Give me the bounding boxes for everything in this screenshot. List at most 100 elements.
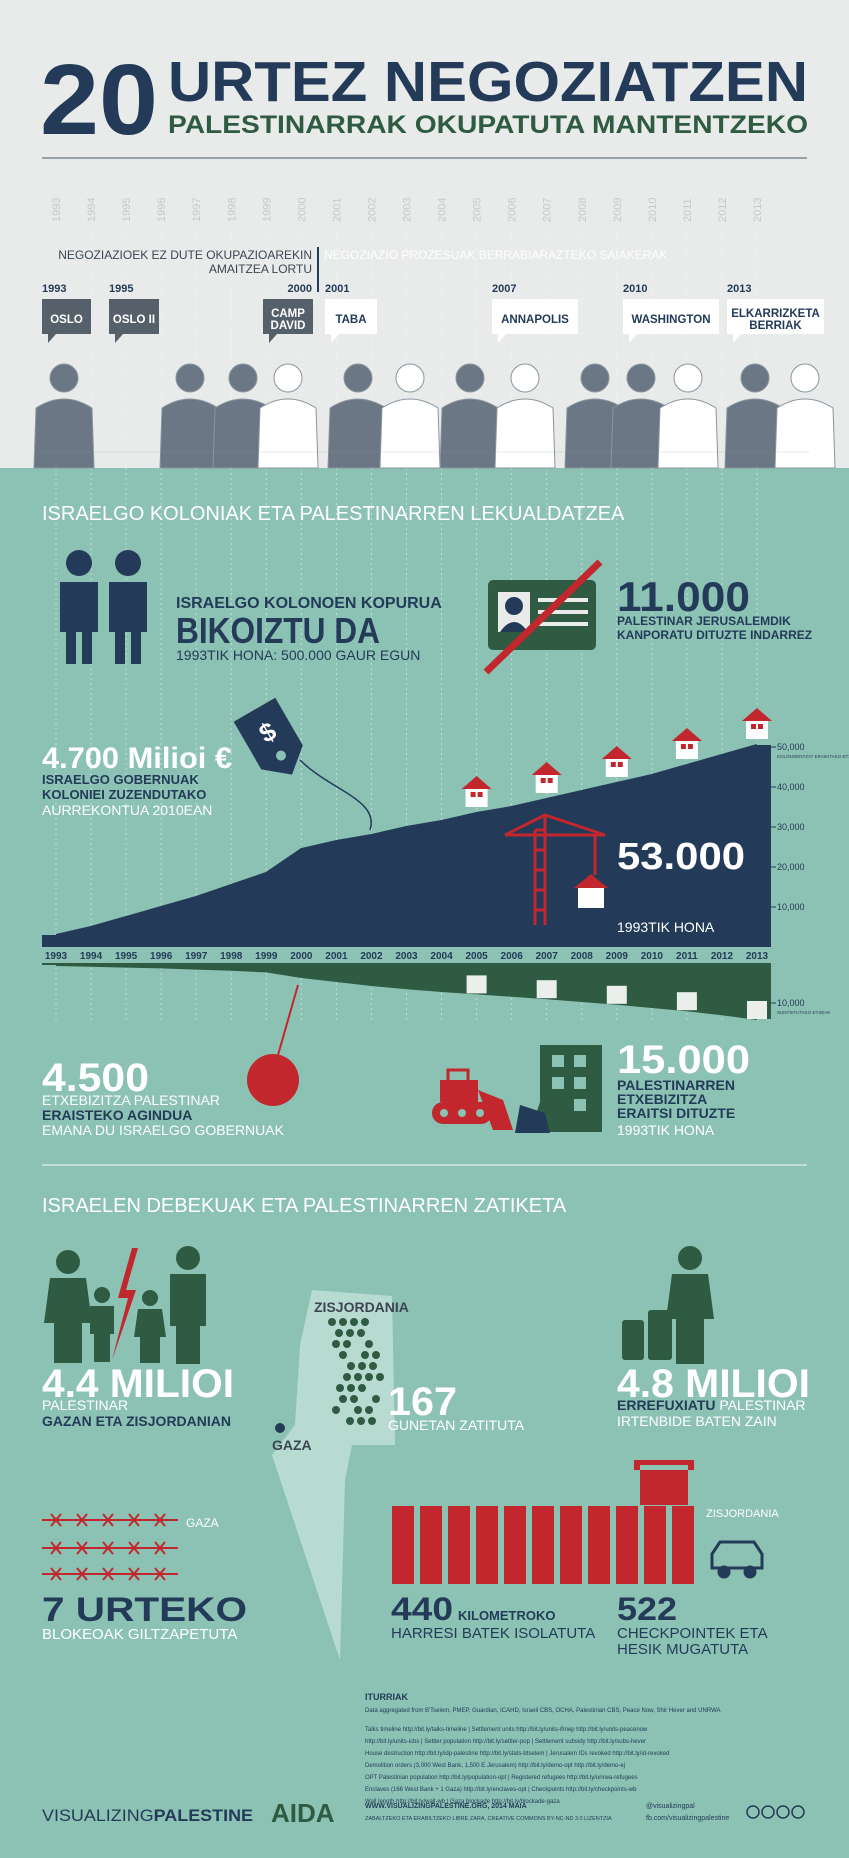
stat-note: EMANA DU ISRAELGO GOBERNUAK bbox=[42, 1122, 285, 1138]
stat-note: 1993TIK HONA bbox=[617, 1122, 715, 1138]
event-label: OSLO II bbox=[113, 314, 155, 326]
event-year: 2001 bbox=[325, 283, 349, 295]
header-subtitle: PALESTINARRAK OKUPATUTA MANTENTZEKO bbox=[168, 111, 808, 139]
event-bubble bbox=[263, 299, 313, 343]
x-tick-label: 1998 bbox=[220, 951, 243, 962]
x-tick-label: 2012 bbox=[711, 951, 734, 962]
figure-head bbox=[580, 363, 610, 393]
x-tick-label: 1999 bbox=[255, 951, 278, 962]
bulldozer-icon bbox=[432, 1068, 513, 1130]
license-icons bbox=[746, 1805, 760, 1819]
price-tag-icon: $ bbox=[233, 697, 303, 775]
section-heading: ISRAELGO KOLONIAK ETA PALESTINARREN LEKU… bbox=[42, 503, 625, 525]
year-band bbox=[42, 947, 771, 963]
figure-head bbox=[455, 363, 485, 393]
figure-body bbox=[257, 398, 319, 469]
wall-panel bbox=[476, 1506, 498, 1584]
event-label: CAMP bbox=[271, 308, 305, 320]
bulldozer-icon bbox=[478, 1090, 513, 1130]
timeline-year: 2000 bbox=[296, 198, 308, 222]
figure-head bbox=[626, 363, 656, 393]
twitter: @visualizingpal bbox=[646, 1803, 695, 1810]
barbed-wire-icon bbox=[42, 1513, 178, 1581]
event-year: 2010 bbox=[623, 283, 647, 295]
enclave-dot bbox=[339, 1318, 347, 1326]
enclave-dot bbox=[365, 1406, 373, 1414]
caption-left: NEGOZIAZIOEK EZ DUTE OKUPAZIOAREKIN bbox=[58, 248, 312, 262]
ruined-building-icon bbox=[552, 1077, 564, 1089]
stat-label: KANPORATU DITUZTE INDARREZ bbox=[617, 628, 812, 642]
stat-note: PALESTINAR bbox=[42, 1397, 128, 1413]
enclave-dot bbox=[365, 1373, 373, 1381]
enclave-dot bbox=[335, 1329, 343, 1337]
event-label: ELKARRIZKETA bbox=[731, 308, 820, 320]
figure-head bbox=[273, 363, 303, 393]
timeline-year: 2013 bbox=[752, 198, 764, 222]
house-window bbox=[680, 744, 686, 749]
figure-head bbox=[228, 363, 258, 393]
source-line: Talks timeline http://bit.ly/talks-timel… bbox=[365, 1727, 648, 1733]
wire-barb bbox=[154, 1567, 166, 1581]
crane-icon bbox=[535, 848, 545, 912]
family-icons bbox=[94, 1287, 110, 1303]
facebook: fb.com/visualizingpalestine bbox=[646, 1815, 729, 1822]
body-background bbox=[0, 468, 849, 1858]
enclave-dot bbox=[328, 1318, 336, 1326]
wire-barb bbox=[102, 1513, 114, 1527]
id-card-icon bbox=[505, 597, 523, 615]
x-tick-label: 2008 bbox=[571, 951, 594, 962]
wire-barb bbox=[102, 1567, 114, 1581]
wrecking-ball-icon bbox=[275, 984, 299, 1063]
event-year: 2013 bbox=[727, 283, 751, 295]
event-label: DAVID bbox=[271, 320, 306, 332]
house-roof bbox=[671, 728, 702, 741]
enclave-dot bbox=[369, 1362, 377, 1370]
brand: PALESTINE bbox=[154, 1806, 253, 1825]
stat-number: 522 bbox=[617, 1591, 677, 1627]
stat-label: ERAITSI DITUZTE bbox=[617, 1105, 735, 1121]
figure-head bbox=[740, 363, 770, 393]
wall-panel bbox=[420, 1506, 442, 1584]
wrecking-ball-icon bbox=[247, 984, 299, 1106]
wire-barb bbox=[154, 1541, 166, 1555]
figure-head bbox=[175, 363, 205, 393]
license-icons bbox=[776, 1805, 790, 1819]
stat-number: 7 URTEKO bbox=[42, 1591, 247, 1629]
house-window bbox=[751, 724, 756, 729]
family-icons bbox=[44, 1246, 206, 1364]
bulldozer-icon bbox=[440, 1080, 478, 1102]
house bbox=[605, 757, 628, 777]
map bbox=[272, 1290, 395, 1660]
timeline-year: 2012 bbox=[717, 198, 729, 222]
figure-body bbox=[439, 398, 501, 469]
x-tick-label: 2010 bbox=[641, 951, 664, 962]
ruined-building-icon bbox=[515, 1045, 602, 1133]
house-roof bbox=[531, 762, 562, 775]
house-window bbox=[758, 724, 763, 729]
house-window bbox=[610, 762, 616, 767]
wall-panel bbox=[504, 1506, 526, 1584]
id-card-icon bbox=[483, 559, 603, 675]
enclave-dot bbox=[339, 1395, 347, 1403]
stat-label: ERREFUXIATU PALESTINAR bbox=[617, 1397, 806, 1413]
enclave-dot bbox=[361, 1351, 369, 1359]
stat-note: HARRESI BATEK ISOLATUTA bbox=[391, 1625, 595, 1642]
area-line bbox=[55, 744, 758, 936]
stat-number: 4.700 Milioi € bbox=[42, 742, 232, 775]
timeline-year: 2005 bbox=[472, 198, 484, 222]
figure-head bbox=[343, 363, 373, 393]
enclave-dot bbox=[343, 1373, 351, 1381]
stat-number: 11.000 bbox=[617, 573, 750, 620]
x-tick-label: 2006 bbox=[501, 951, 524, 962]
partner-logo: AIDA bbox=[271, 1798, 335, 1828]
crane-icon bbox=[504, 813, 606, 925]
enclave-dot bbox=[361, 1318, 369, 1326]
stat-label: PALESTINAR JERUSALEMDIK bbox=[617, 614, 791, 628]
figure-head bbox=[395, 363, 425, 393]
map bbox=[275, 1423, 285, 1433]
figure-body bbox=[379, 398, 441, 469]
enclave-dot bbox=[357, 1329, 365, 1337]
stat-note: IRTENBIDE BATEN ZAIN bbox=[617, 1413, 777, 1429]
demolished-house bbox=[536, 980, 557, 999]
x-tick-label: 2009 bbox=[606, 951, 629, 962]
